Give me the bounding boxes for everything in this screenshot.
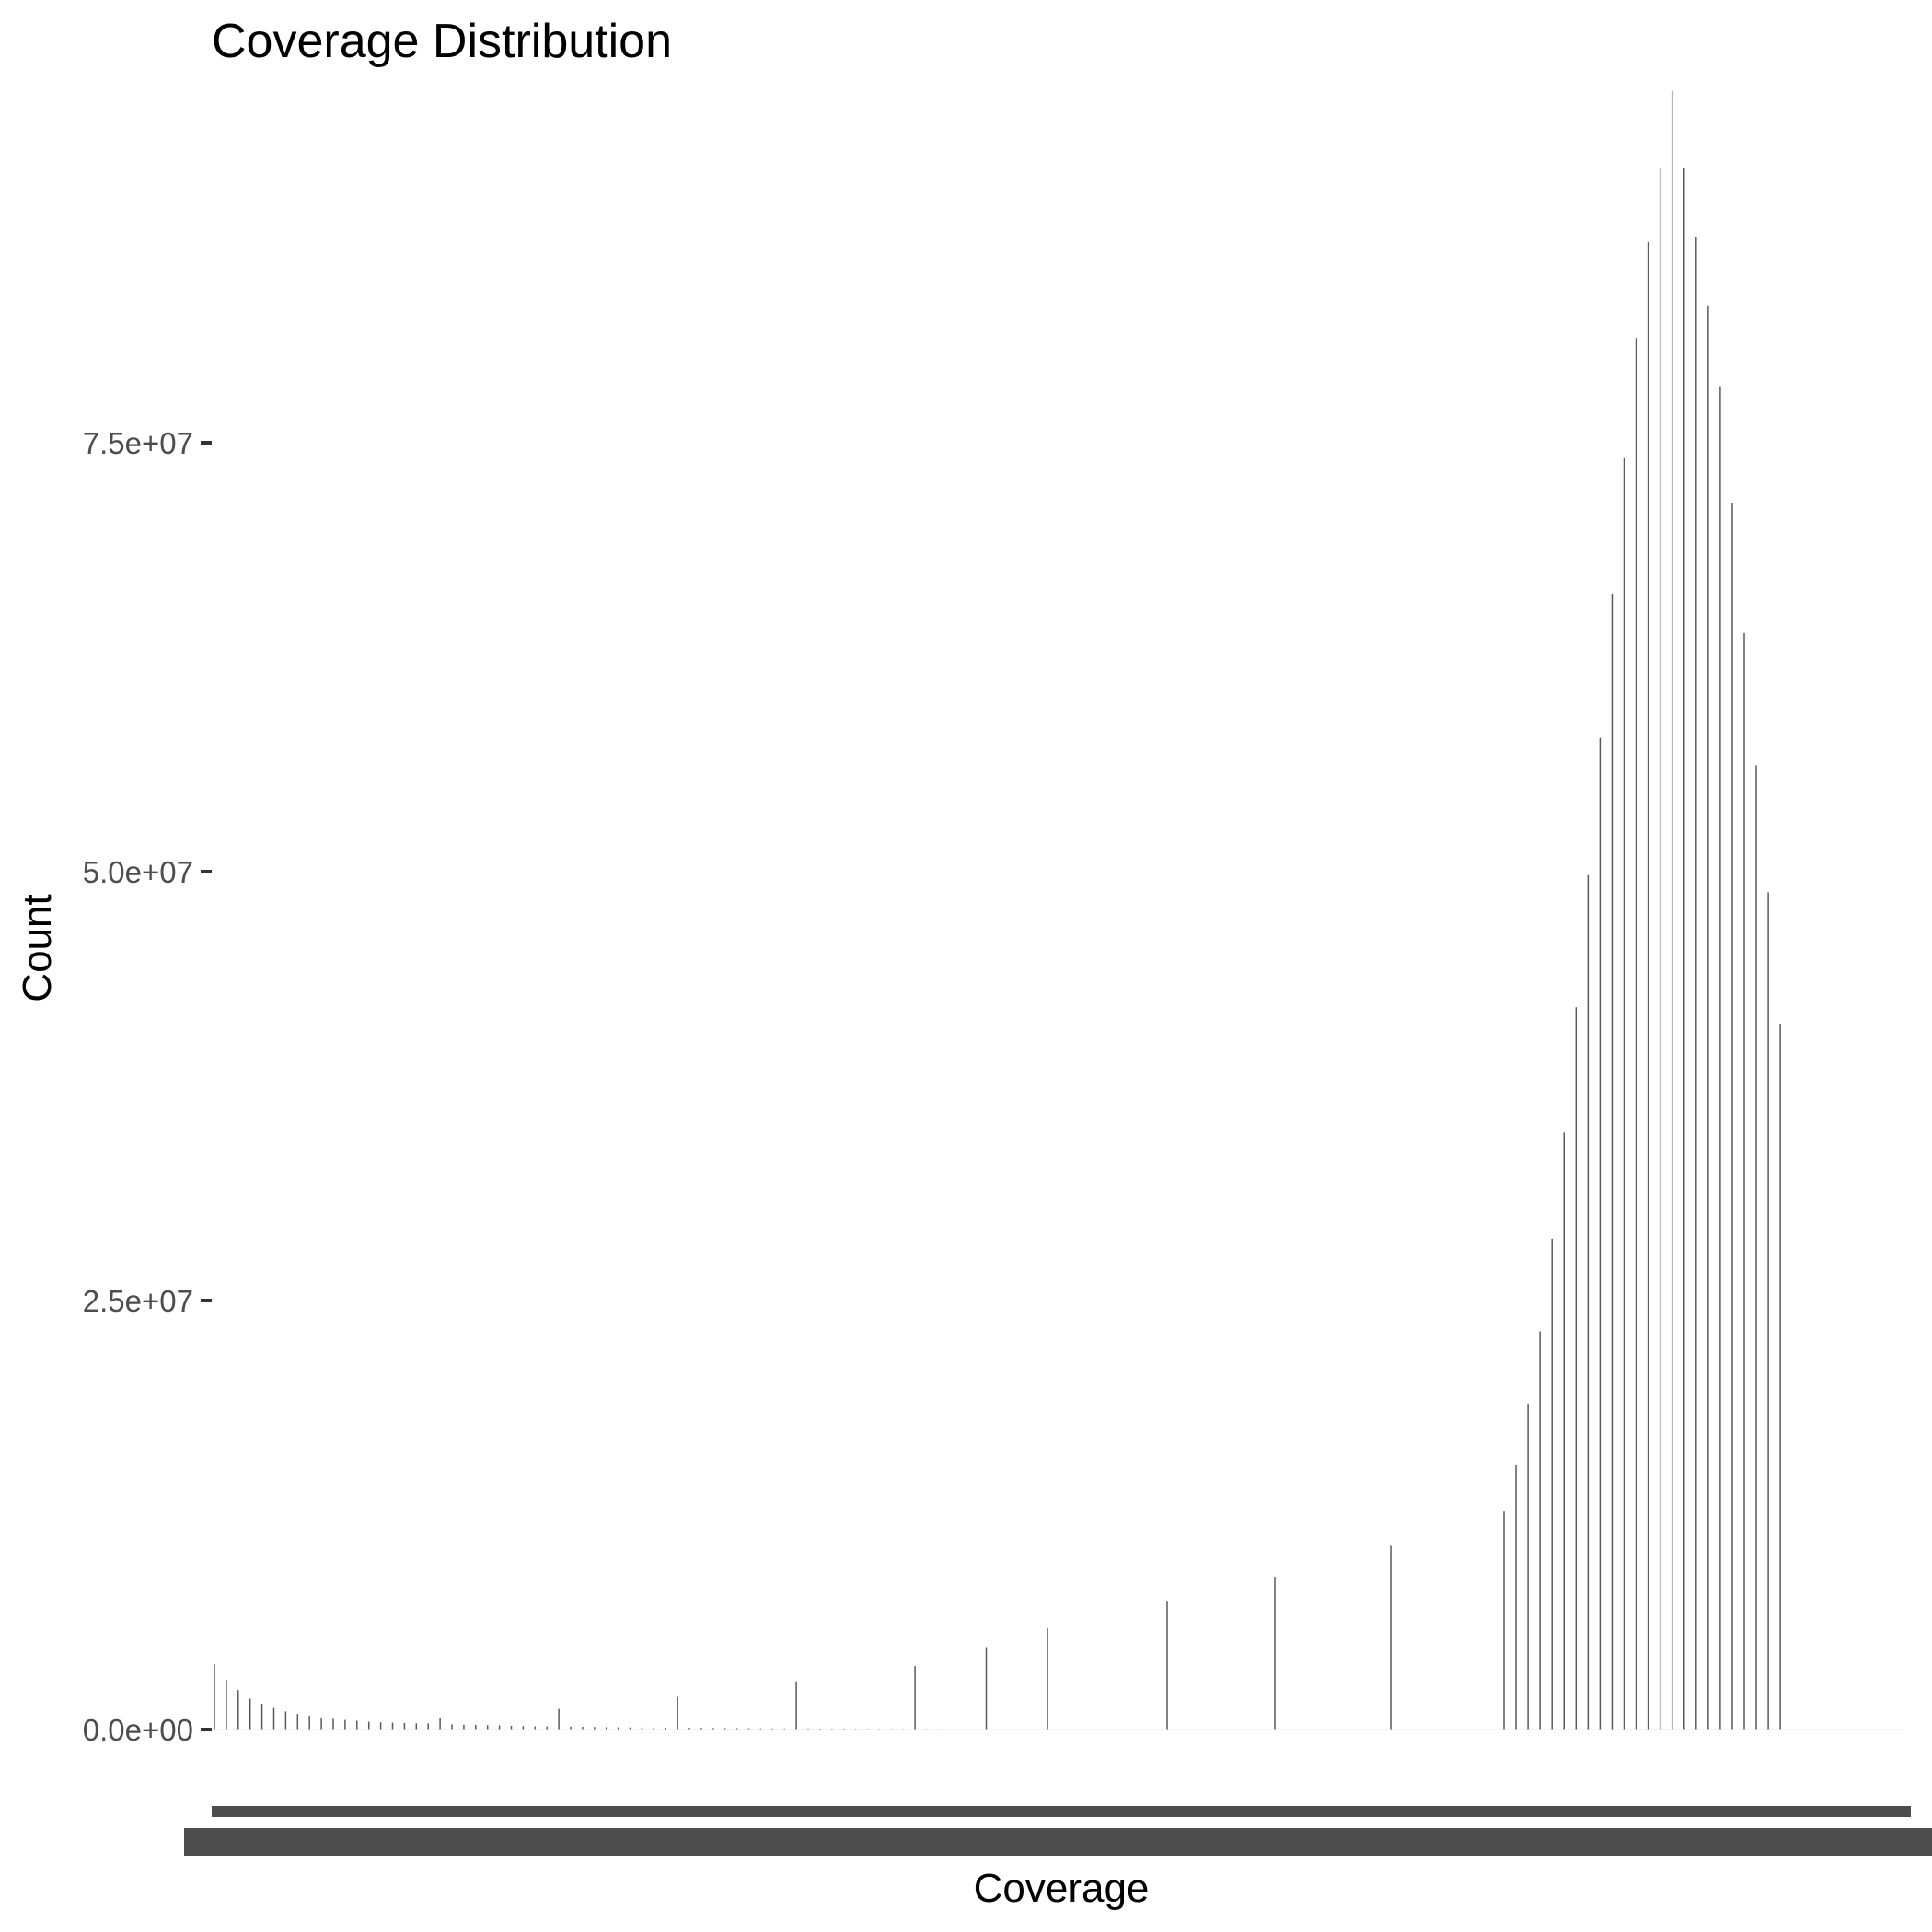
y-axis-title: Count (15, 894, 60, 1001)
bars-group (212, 90, 1905, 1730)
x-axis-tick-band (212, 1806, 1911, 1817)
chart-title: Coverage Distribution (212, 15, 672, 68)
x-axis-title: Coverage (974, 1866, 1150, 1911)
y-tick-label: 7.5e+07 (83, 426, 193, 460)
x-tick-labels-overplotted (184, 1828, 1932, 1856)
y-tick-label: 5.0e+07 (83, 855, 193, 889)
y-axis: 0.0e+00 2.5e+07 5.0e+07 7.5e+07 (83, 426, 212, 1747)
y-tick-label: 2.5e+07 (83, 1284, 193, 1318)
y-tick-label: 0.0e+00 (83, 1713, 193, 1747)
